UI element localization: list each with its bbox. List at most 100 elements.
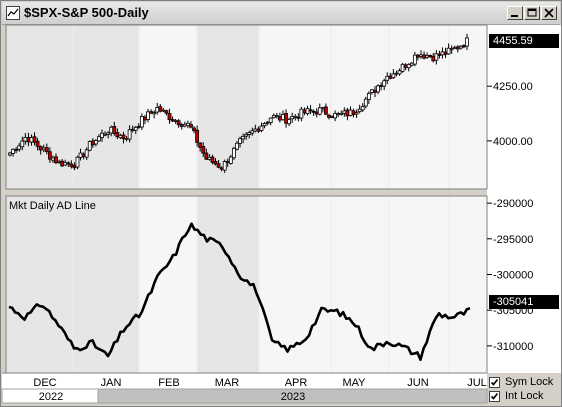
price-candle-body xyxy=(462,45,466,48)
price-candle-body xyxy=(51,157,55,161)
price-candle-body xyxy=(271,115,276,119)
price-candle-body xyxy=(302,109,307,114)
price-candle-body xyxy=(130,128,135,131)
price-candle-body xyxy=(458,45,463,49)
price-candle-body xyxy=(409,62,414,66)
price-candle-body xyxy=(106,132,111,135)
price-candle-body xyxy=(296,116,301,119)
price-candle-body xyxy=(455,46,460,50)
price-candle-body xyxy=(385,76,390,81)
price-candle-body xyxy=(167,113,172,121)
price-candle-body xyxy=(78,152,83,158)
price-candle-body xyxy=(112,126,117,134)
price-candle-body xyxy=(93,139,98,145)
price-candle-body xyxy=(161,109,166,112)
price-candle-body xyxy=(348,109,353,116)
price-tick-label: 4250.00 xyxy=(493,81,533,93)
price-candle-body xyxy=(210,156,215,163)
price-candle-body xyxy=(228,156,233,164)
price-candle-body xyxy=(394,72,399,75)
price-candle-body xyxy=(363,98,368,107)
panel-separator xyxy=(2,190,560,195)
price-candle-body xyxy=(231,147,236,159)
price-candle-body xyxy=(143,116,147,121)
price-candle-body xyxy=(333,113,338,119)
sym-lock-checkbox[interactable] xyxy=(489,377,500,388)
price-candle-body xyxy=(262,122,267,127)
price-candle-body xyxy=(397,70,402,75)
price-candle-body xyxy=(287,119,292,125)
sym-lock-label: Sym Lock xyxy=(505,376,554,388)
ad-tick-label: -300000 xyxy=(493,270,533,282)
price-candle-body xyxy=(182,124,187,127)
maximize-button[interactable] xyxy=(524,6,540,20)
price-candle-body xyxy=(314,111,319,115)
minimize-button[interactable] xyxy=(507,6,523,20)
ad-tick-label: -290000 xyxy=(493,198,533,210)
price-candle-body xyxy=(179,124,184,127)
price-candle-body xyxy=(425,55,430,58)
title-bar[interactable]: $SPX-S&P 500-Daily xyxy=(2,2,560,25)
x-axis-background xyxy=(2,373,487,389)
price-candle-body xyxy=(336,113,341,116)
price-candle-body xyxy=(124,137,129,140)
close-button[interactable] xyxy=(541,6,557,20)
price-candle-body xyxy=(155,107,160,113)
price-candle-body xyxy=(284,113,288,124)
price-candle-body xyxy=(216,163,221,168)
chart-window-icon[interactable] xyxy=(6,6,20,20)
price-candle-body xyxy=(391,73,396,79)
price-candle-body xyxy=(201,145,206,154)
price-candle-body xyxy=(26,137,31,143)
price-candle-body xyxy=(109,126,114,134)
x-tick-label-may: MAY xyxy=(342,377,366,389)
price-candle-body xyxy=(308,109,313,112)
price-candle-body xyxy=(244,133,249,137)
price-candle-body xyxy=(342,110,347,114)
x-tick-label-jun: JUN xyxy=(407,377,428,389)
price-candle-body xyxy=(452,47,457,49)
int-lock-checkbox[interactable] xyxy=(489,391,500,402)
price-candle-body xyxy=(29,136,34,143)
price-candle-body xyxy=(330,115,334,118)
price-candle-body xyxy=(443,51,448,55)
price-candle-body xyxy=(440,51,445,56)
price-candle-body xyxy=(299,108,304,119)
price-candle-body xyxy=(81,153,86,157)
price-candle-body xyxy=(324,106,328,115)
price-candle-body xyxy=(72,165,77,169)
price-candle-body xyxy=(431,55,436,62)
price-candle-body xyxy=(63,162,68,166)
ad-tick-label: -310000 xyxy=(493,341,533,353)
x-tick-label-feb: FEB xyxy=(158,377,179,389)
price-candle-body xyxy=(23,137,28,142)
price-candle-body xyxy=(222,161,227,171)
price-candle-body xyxy=(274,115,279,117)
price-candle-body xyxy=(360,106,365,111)
price-candle-body xyxy=(204,152,209,160)
price-candle-body xyxy=(379,85,384,87)
price-candle-body xyxy=(8,152,12,156)
price-candle-body xyxy=(213,160,218,165)
price-candle-body xyxy=(449,48,454,51)
price-candle-body xyxy=(317,107,322,115)
price-candle-body xyxy=(57,160,61,163)
price-candle-body xyxy=(185,122,190,126)
price-candle-body xyxy=(60,160,65,167)
price-candle-body xyxy=(47,151,52,160)
price-candle-body xyxy=(87,141,92,151)
price-candle-body xyxy=(434,53,439,61)
price-candle-body xyxy=(235,142,239,150)
price-candle-body xyxy=(247,132,252,135)
price-candle-body xyxy=(366,92,371,100)
price-candle-body xyxy=(238,138,242,144)
price-candle-body xyxy=(54,156,58,164)
price-candle-body xyxy=(44,147,49,153)
price-candle-body xyxy=(219,167,224,170)
price-candle-body xyxy=(103,133,107,136)
year-label-2022: 2022 xyxy=(39,391,63,403)
price-candle-body xyxy=(259,125,264,132)
price-candle-body xyxy=(354,112,359,115)
